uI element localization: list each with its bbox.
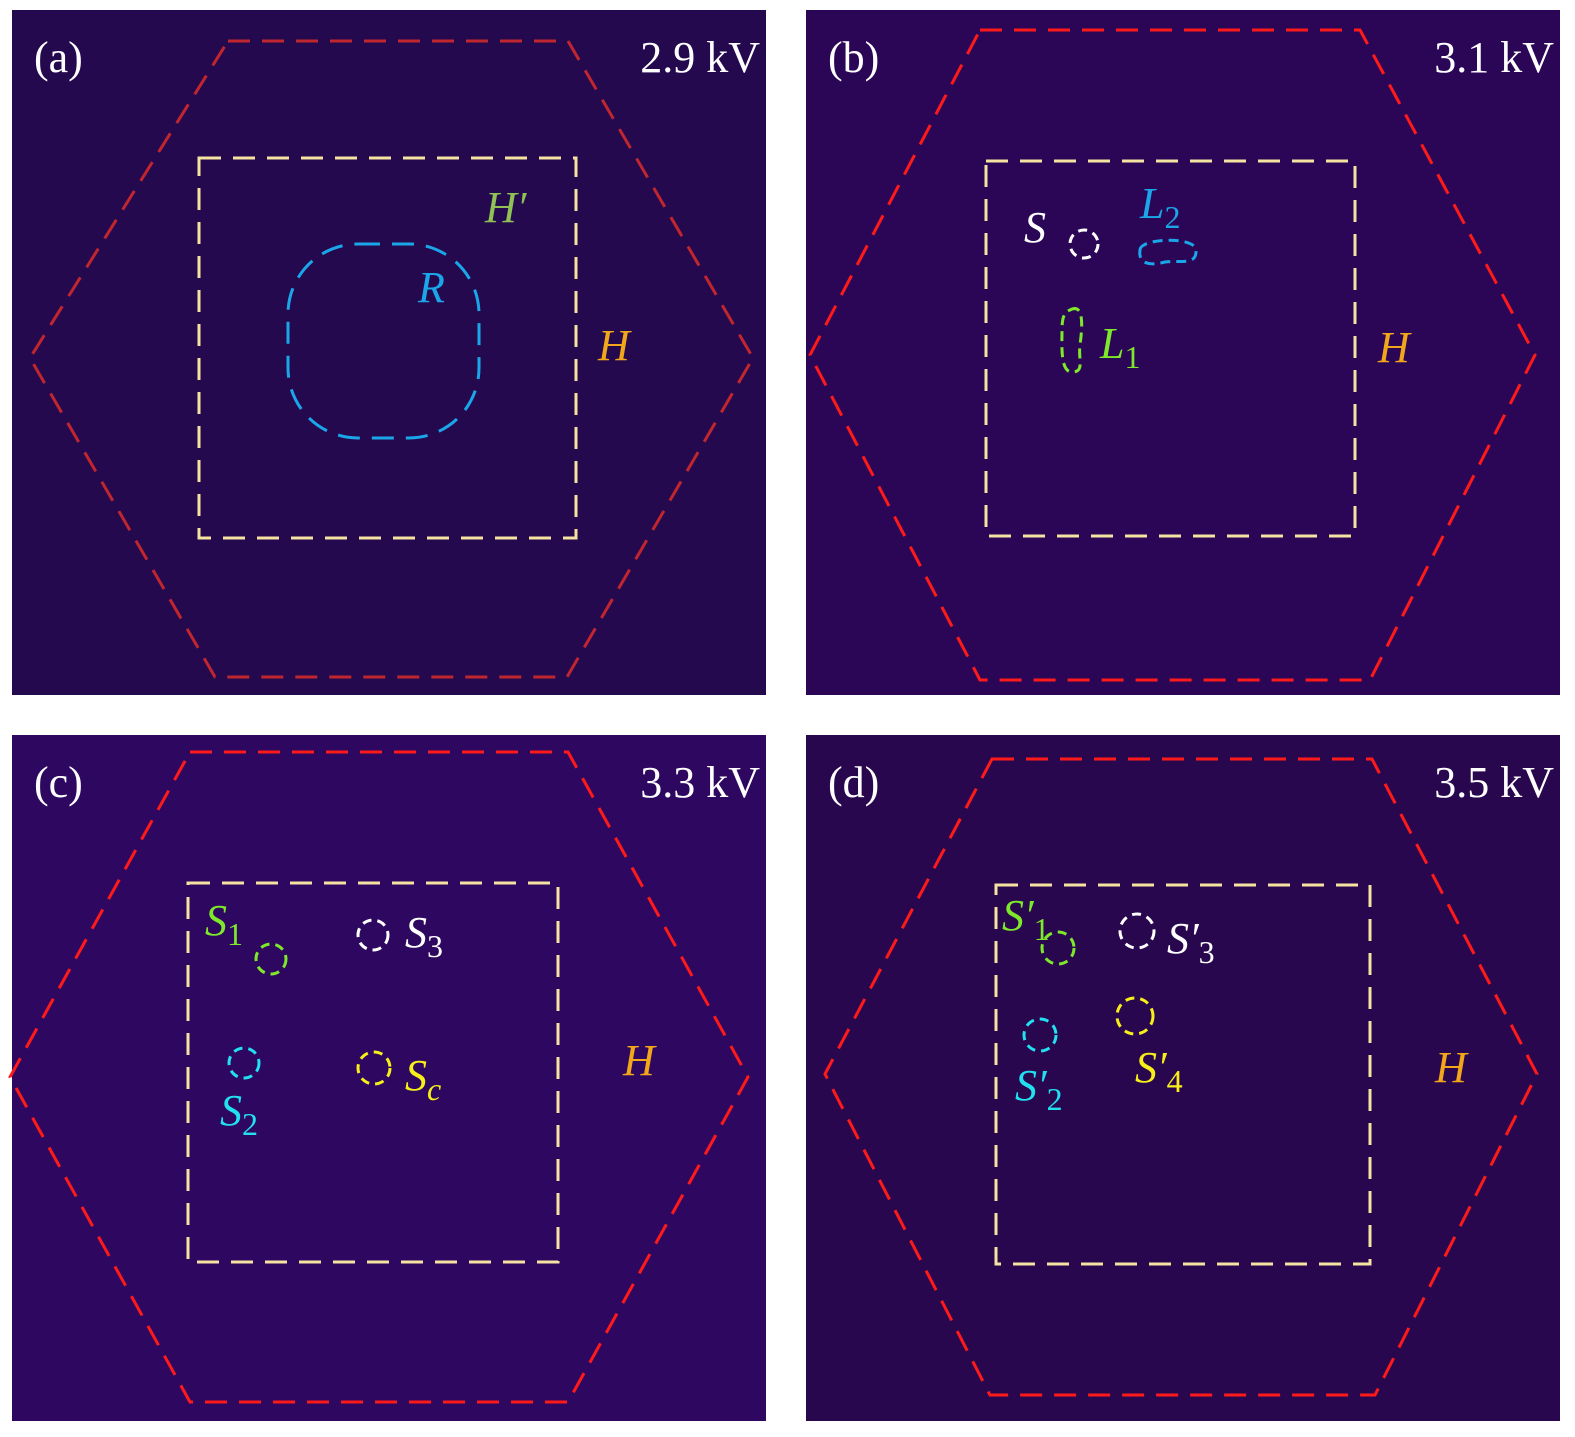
annotation: H [1434, 1043, 1469, 1092]
panel-label: (c) [34, 758, 83, 807]
annotation-text: S′ [1167, 914, 1200, 963]
annotation-text: H [622, 1036, 657, 1085]
annotation: H′ [484, 183, 528, 232]
annotation-text: H [1434, 1043, 1469, 1092]
annotation-text: S′ [1002, 891, 1035, 940]
annotation-subscript: 2 [242, 1106, 258, 1142]
panel-label: (a) [34, 33, 83, 82]
hexagon [808, 28, 1537, 682]
circle [1118, 912, 1156, 950]
annotation-text: L [1139, 179, 1164, 228]
panel-bg [12, 10, 766, 695]
circle [254, 942, 288, 976]
panel-label: (b) [828, 33, 879, 82]
annotation-text: S [220, 1086, 242, 1135]
annotation-text: L [1099, 319, 1124, 368]
annotation: L2 [1139, 179, 1180, 235]
annotation-subscript: 4 [1167, 1063, 1183, 1099]
blob [1060, 307, 1084, 374]
annotation-subscript: 2 [1164, 199, 1180, 235]
annotation-text: H [1377, 323, 1412, 372]
annotation-text: R [417, 263, 445, 312]
annotation-subscript: c [427, 1071, 441, 1107]
annotation: S1 [205, 896, 243, 952]
ring [286, 242, 481, 440]
panel-label: (d) [828, 758, 879, 807]
annotation-subscript: 2 [1047, 1081, 1063, 1117]
annotation: H [1377, 323, 1412, 372]
panel-bg [806, 10, 1560, 695]
annotation: S′3 [1167, 914, 1215, 970]
voltage-label: 3.1 kV [1434, 33, 1554, 82]
hexagon [28, 39, 755, 679]
square [994, 883, 1372, 1266]
annotation: Sc [405, 1051, 441, 1107]
square [186, 881, 560, 1264]
annotation: H [597, 321, 632, 370]
circle [1040, 930, 1076, 966]
annotation-subscript: 3 [427, 928, 443, 964]
square [984, 159, 1357, 538]
annotation: R [417, 263, 445, 312]
hexagon [823, 757, 1539, 1397]
annotation: S′1 [1002, 891, 1050, 947]
hexagon [8, 750, 750, 1404]
annotation: S2 [220, 1086, 258, 1142]
annotation-subscript: 1 [227, 916, 243, 952]
annotation-subscript: 3 [1199, 934, 1215, 970]
circle [227, 1046, 261, 1080]
annotation-text: S [205, 896, 227, 945]
annotation-text: S [1024, 203, 1046, 252]
blob [1138, 238, 1198, 266]
annotation: S3 [405, 908, 443, 964]
panel-bg [806, 735, 1560, 1421]
annotation-text: H [597, 321, 632, 370]
annotation-text: H′ [484, 183, 528, 232]
annotation-subscript: 1 [1124, 339, 1140, 375]
voltage-label: 2.9 kV [640, 33, 760, 82]
square [197, 156, 578, 540]
annotation-text: S [405, 1051, 427, 1100]
annotation: S [1024, 203, 1046, 252]
annotation-text: S′ [1015, 1061, 1048, 1110]
annotation: H [622, 1036, 657, 1085]
annotation: S′2 [1015, 1061, 1063, 1117]
circle [1022, 1017, 1058, 1053]
circle [356, 1050, 392, 1086]
circle [1068, 228, 1100, 260]
circle [356, 918, 390, 952]
annotation-subscript: 1 [1034, 911, 1050, 947]
annotation-text: S′ [1135, 1043, 1168, 1092]
voltage-label: 3.3 kV [640, 758, 760, 807]
annotation: L1 [1099, 319, 1140, 375]
circle [1115, 996, 1155, 1036]
annotation: S′4 [1135, 1043, 1183, 1099]
annotation-text: S [405, 908, 427, 957]
voltage-label: 3.5 kV [1434, 758, 1554, 807]
